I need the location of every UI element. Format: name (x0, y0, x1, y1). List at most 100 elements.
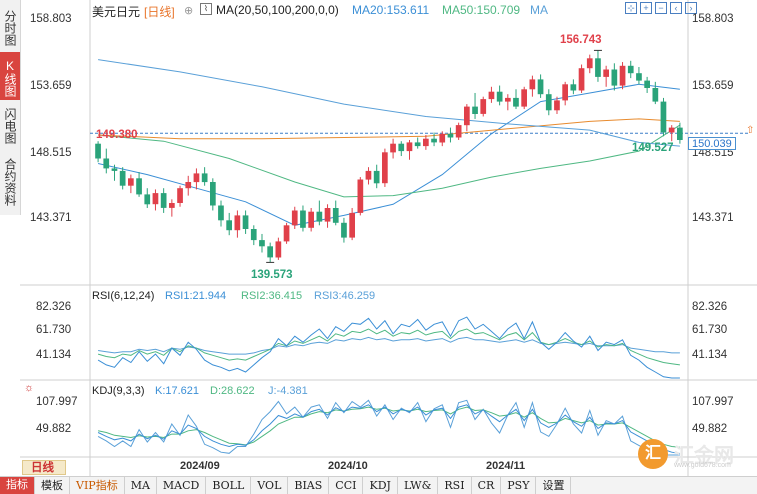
candle-body (406, 142, 413, 152)
price-tick-right: 158.803 (692, 13, 734, 25)
period-label[interactable]: [日线] (144, 5, 175, 19)
candle-body (627, 65, 634, 74)
candle-body (586, 58, 593, 69)
kdj-d-line (97, 406, 680, 448)
kdj-d-value: D:28.622 (210, 385, 255, 397)
candle-body (242, 215, 249, 229)
settings-icon[interactable]: ⊕ (184, 5, 194, 17)
rsi-tick-right: 41.134 (692, 349, 728, 361)
left-tab[interactable]: 分时图 (3, 9, 17, 46)
logo-name: 汇金网 (674, 445, 734, 467)
candle-body (505, 97, 511, 102)
rsi-tick-right: 61.730 (692, 324, 728, 336)
zoom-out-icon[interactable]: − (655, 2, 667, 14)
candle-body (324, 208, 331, 222)
scroll-right-icon[interactable]: › (685, 2, 697, 14)
candle-body (300, 210, 306, 228)
candle-body (341, 222, 347, 238)
sun-icon[interactable]: ☼ (24, 382, 35, 394)
candle-body (226, 220, 232, 231)
price-tick-left: 143.371 (30, 212, 72, 224)
candle-body (365, 170, 372, 180)
low-price-label: 139.573 (251, 269, 293, 281)
candle-body (267, 246, 273, 258)
candle-body (210, 182, 216, 206)
left-tab[interactable]: 闪电图 (3, 107, 17, 144)
candle-body (455, 125, 462, 138)
indicator-tab[interactable]: VIP指标 (70, 477, 125, 494)
candle-body (619, 65, 626, 86)
ma-indicator-name: MA(20,50,100,200,0,0) (216, 3, 339, 17)
crosshair-icon[interactable]: ⊹ (625, 2, 637, 14)
indicator-tab[interactable]: RSI (438, 477, 472, 494)
kdj-j-value: J:-4.381 (268, 385, 308, 397)
candle-body (152, 193, 159, 205)
date-label: 2024/10 (328, 460, 368, 472)
price-tick-right: 153.659 (692, 80, 734, 92)
candle-body (275, 241, 282, 258)
candle-body (128, 178, 134, 186)
ma50-value: MA50:150.709 (442, 3, 521, 17)
price-tick-right: 148.515 (692, 147, 734, 159)
kdj-title: KDJ(9,3,3) (92, 385, 145, 397)
current-price-marker: 150.039 (688, 137, 736, 150)
left-tab[interactable]: 合约资料 (3, 157, 17, 206)
candle-body (521, 89, 527, 107)
candle-body (529, 79, 536, 90)
candle-body (472, 106, 478, 114)
candle-body (480, 99, 487, 114)
candle-body (283, 225, 290, 242)
candle-body (668, 127, 675, 133)
logo-url: www.gold678.com (674, 462, 731, 469)
period-button[interactable]: 日线 (22, 460, 66, 475)
indicator-tab[interactable]: MA (125, 477, 157, 494)
date-label: 2024/09 (180, 460, 220, 472)
indicator-tab[interactable]: PSY (501, 477, 537, 494)
ma-chart-icon[interactable]: ⌇ (200, 3, 212, 15)
indicator-tab[interactable]: BOLL (206, 477, 252, 494)
rsi3-value: RSI3:46.259 (314, 290, 376, 302)
indicator-tab[interactable]: BIAS (288, 477, 330, 494)
candle-body (193, 173, 200, 183)
candle-body (291, 210, 298, 226)
rsi2-value: RSI2:36.415 (241, 290, 303, 302)
indicator-tab-bar: 指标 模板 VIP指标 MA MACD BOLL VOL BIAS CCI KDJ LW& RSI CR… (0, 476, 757, 494)
candle-body (111, 168, 118, 171)
indicator-tab[interactable]: VOL (251, 477, 289, 494)
candle-body (578, 68, 585, 91)
kdj-k-value: K:17.621 (155, 385, 200, 397)
candle-body (144, 194, 151, 205)
candle-body (316, 211, 323, 222)
candle-body (250, 229, 257, 241)
indicator-tab[interactable]: LW& (398, 477, 439, 494)
candle-body (652, 88, 659, 102)
candle-body (357, 179, 364, 213)
indicator-tab[interactable]: CR (472, 477, 502, 494)
price-arrow-icon[interactable]: ⇧ (746, 125, 755, 136)
logo-mark-icon: 汇 (638, 439, 668, 469)
indicator-tab[interactable]: 模板 (35, 477, 70, 494)
indicator-tab[interactable]: MACD (157, 477, 207, 494)
indicator-tab[interactable]: CCI (329, 477, 364, 494)
candle-body (595, 58, 601, 77)
candle-body (398, 143, 405, 152)
indicator-tab[interactable]: 设置 (536, 477, 572, 494)
candle-body (611, 69, 618, 86)
rsi-tick-right: 82.326 (692, 301, 728, 313)
candle-body (496, 91, 503, 102)
candle-body (464, 106, 470, 126)
kdj-tick-left: 107.997 (36, 396, 78, 408)
candle-body (218, 205, 224, 221)
indicator-tab[interactable]: 指标 (0, 477, 35, 494)
candle-body (390, 143, 396, 153)
indicator-tab[interactable]: KDJ (363, 477, 398, 494)
scroll-left-icon[interactable]: ‹ (670, 2, 682, 14)
rsi1-line (97, 316, 680, 379)
site-logo: 汇 汇金网 www.gold678.com (634, 437, 754, 475)
zoom-in-icon[interactable]: + (640, 2, 652, 14)
candle-body (660, 101, 667, 133)
ma-line-ma20 (97, 83, 680, 226)
left-tab[interactable]: K线图 (0, 52, 20, 100)
candle-body (423, 138, 429, 147)
